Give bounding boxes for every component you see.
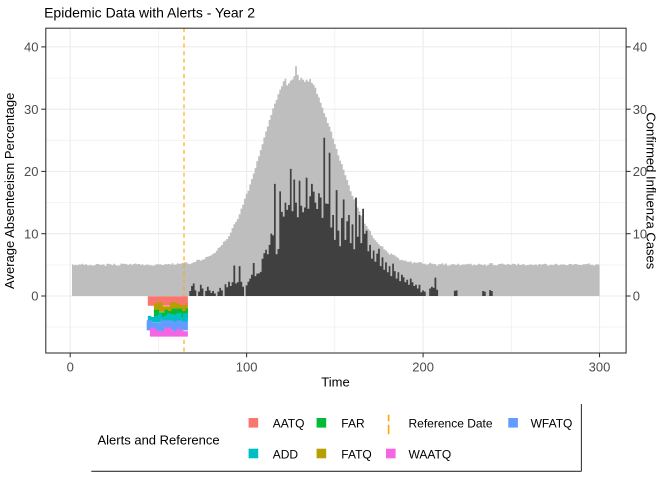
svg-text:ADD: ADD xyxy=(273,447,299,461)
svg-text:AATQ: AATQ xyxy=(273,417,305,431)
svg-text:0: 0 xyxy=(633,289,640,304)
svg-text:30: 30 xyxy=(633,102,647,117)
svg-text:20: 20 xyxy=(633,164,647,179)
svg-text:0: 0 xyxy=(67,359,74,374)
svg-text:20: 20 xyxy=(24,164,38,179)
svg-text:30: 30 xyxy=(24,102,38,117)
svg-text:200: 200 xyxy=(412,359,434,374)
svg-text:Alerts and Reference: Alerts and Reference xyxy=(98,432,220,447)
svg-text:10: 10 xyxy=(24,226,38,241)
svg-text:FAR: FAR xyxy=(341,417,365,431)
svg-text:100: 100 xyxy=(236,359,258,374)
svg-text:40: 40 xyxy=(24,40,38,55)
svg-text:FATQ: FATQ xyxy=(341,447,371,461)
svg-text:40: 40 xyxy=(633,40,647,55)
svg-text:Time: Time xyxy=(321,375,349,390)
svg-text:0: 0 xyxy=(31,289,38,304)
svg-text:Epidemic Data with Alerts - Ye: Epidemic Data with Alerts - Year 2 xyxy=(44,4,255,20)
svg-text:Average Absenteeism Percentage: Average Absenteeism Percentage xyxy=(2,93,17,289)
svg-text:WFATQ: WFATQ xyxy=(531,417,573,431)
svg-text:300: 300 xyxy=(589,359,611,374)
svg-text:Reference Date: Reference Date xyxy=(409,417,493,431)
svg-text:10: 10 xyxy=(633,226,647,241)
svg-text:WAATQ: WAATQ xyxy=(409,447,452,461)
svg-text:Confirmed Influenza Cases: Confirmed Influenza Cases xyxy=(643,112,658,269)
